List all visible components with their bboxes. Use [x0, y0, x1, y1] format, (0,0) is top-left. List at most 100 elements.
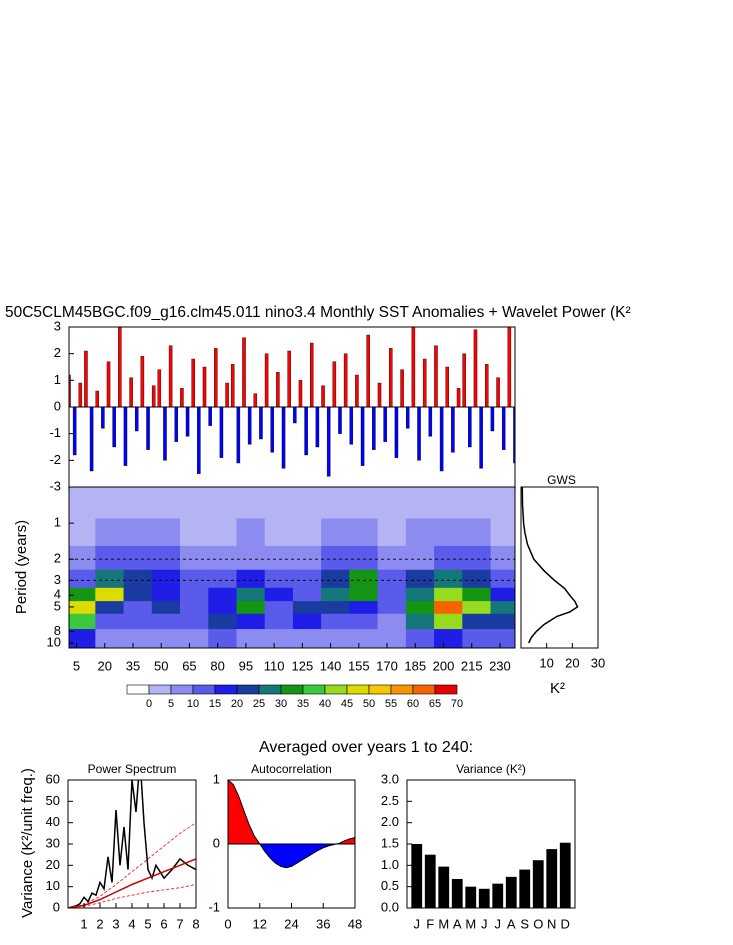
- power-cell: [462, 545, 492, 571]
- colorbar-box: [170, 684, 194, 695]
- colorbar-label: 15: [209, 698, 221, 710]
- power-cell: [180, 629, 209, 648]
- power-cell: [236, 613, 266, 630]
- colorbar-box: [434, 684, 458, 695]
- power-cell: [405, 629, 435, 648]
- anomaly-bar: [310, 342, 314, 408]
- power-cell: [180, 545, 209, 571]
- bar: [519, 869, 531, 908]
- power-cell: [151, 569, 181, 589]
- plot-title: Autocorrelation: [251, 762, 332, 776]
- power-cell: [292, 487, 322, 520]
- y-tick-label: -3: [49, 478, 61, 493]
- x-tick-label: 170: [376, 658, 398, 673]
- power-cell: [292, 569, 322, 589]
- x-tick-label: 24: [284, 916, 298, 931]
- anomaly-bar: [129, 377, 133, 408]
- colorbar-label: 55: [385, 698, 397, 710]
- colorbar-box: [214, 684, 238, 695]
- power-cell: [236, 601, 266, 615]
- power-cell: [151, 601, 181, 615]
- power-cell: [264, 518, 294, 547]
- y-tick-label: -1: [208, 899, 220, 914]
- anomaly-bar: [372, 406, 376, 450]
- x-tick-label: 1: [80, 916, 87, 931]
- power-cell: [349, 587, 379, 602]
- x-tick-label: 230: [489, 658, 511, 673]
- power-cell: [95, 629, 125, 648]
- power-cell: [490, 613, 515, 630]
- anomaly-bar: [72, 406, 77, 456]
- power-cell: [434, 569, 463, 589]
- power-cell: [123, 545, 153, 571]
- anomaly-bar: [439, 406, 444, 472]
- colorbar-label: 0: [146, 698, 152, 710]
- y-tick-label: 3: [54, 572, 61, 587]
- colorbar-label: 65: [429, 698, 441, 710]
- power-cell: [349, 518, 379, 547]
- power-cell: [123, 518, 153, 547]
- anomaly-bar: [377, 382, 382, 408]
- power-cell: [377, 601, 407, 615]
- colorbar-label: 35: [297, 698, 309, 710]
- power-cell: [151, 613, 181, 630]
- bar: [438, 866, 450, 908]
- anomaly-bar: [479, 406, 483, 469]
- power-cell: [462, 629, 492, 648]
- x-tick-label: 200: [433, 658, 455, 673]
- x-tick-label: 3: [112, 916, 119, 931]
- anomaly-bar: [422, 358, 427, 408]
- power-cell: [321, 587, 350, 602]
- power-cell: [405, 545, 435, 571]
- power-cell: [490, 518, 515, 547]
- anomaly-bar: [456, 388, 461, 408]
- colorbar-label: 70: [451, 698, 463, 710]
- anomaly-bar: [281, 406, 286, 469]
- x-tick-label: 125: [291, 658, 313, 673]
- power-cell: [180, 613, 209, 630]
- x-tick-label: 65: [182, 658, 196, 673]
- power-cell: [264, 487, 294, 520]
- x-tick-label: 80: [210, 658, 224, 673]
- y-tick-label: 0: [213, 835, 220, 850]
- anomaly-bar: [445, 366, 450, 408]
- anomaly-bar: [451, 406, 455, 453]
- power-cell: [123, 601, 153, 615]
- y-tick-label: 2: [54, 345, 61, 360]
- anomaly-bar: [242, 337, 246, 408]
- anomaly-bar: [332, 361, 337, 408]
- power-cell: [236, 518, 266, 547]
- anomaly-bar: [417, 406, 421, 461]
- colorbar-box: [390, 684, 414, 695]
- anomaly-bar: [321, 385, 325, 408]
- anomaly-bar: [411, 327, 416, 408]
- power-cell: [490, 587, 515, 602]
- positive-area: [228, 780, 355, 844]
- y-tick-label: 20: [46, 857, 60, 872]
- subtitle: Averaged over years 1 to 240:: [259, 739, 473, 756]
- y-tick-label: 2.0: [381, 814, 399, 829]
- y-tick-label: 30: [46, 835, 60, 850]
- anomaly-bar: [360, 406, 365, 466]
- x-tick-label: 12: [253, 916, 267, 931]
- power-cell: [377, 569, 407, 589]
- y-tick-label: 4: [54, 587, 61, 602]
- y-tick-label: 1: [213, 771, 220, 786]
- anomaly-bar: [394, 406, 399, 458]
- power-cell: [490, 569, 515, 589]
- power-cell: [123, 569, 153, 589]
- power-cell: [236, 487, 266, 520]
- power-cell: [405, 601, 435, 615]
- colorbar-box: [148, 684, 172, 695]
- anomaly-bar: [490, 406, 495, 432]
- plot-frame: [67, 779, 197, 909]
- power-line: [521, 487, 579, 644]
- power-cell: [208, 518, 237, 547]
- x-tick-label: J: [414, 916, 421, 931]
- x-tick-label: D: [561, 916, 570, 931]
- colorbar-box: [258, 684, 282, 695]
- power-cell: [151, 487, 181, 520]
- power-cell: [69, 545, 96, 571]
- anomaly-bar: [191, 358, 195, 408]
- x-tick-label: 5: [144, 916, 151, 931]
